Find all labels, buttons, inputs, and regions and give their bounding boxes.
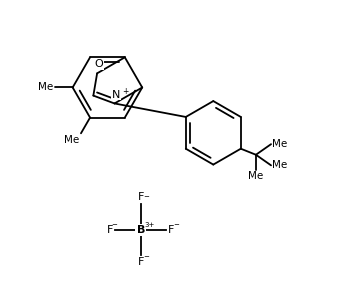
Text: Me: Me: [38, 83, 53, 92]
Text: Me: Me: [248, 171, 263, 181]
Text: −: −: [174, 222, 179, 228]
Text: +: +: [122, 87, 128, 96]
Text: −: −: [111, 222, 116, 228]
Text: B: B: [137, 225, 145, 235]
Text: F: F: [168, 225, 175, 235]
Text: Me: Me: [272, 139, 287, 149]
Text: Me: Me: [272, 160, 287, 170]
Text: N: N: [112, 90, 120, 100]
Text: F: F: [107, 225, 113, 235]
Text: −: −: [143, 254, 149, 260]
Text: O: O: [94, 59, 103, 69]
Text: −: −: [143, 194, 149, 200]
Text: F: F: [137, 257, 144, 267]
Text: F: F: [137, 192, 144, 202]
Text: 3+: 3+: [144, 222, 155, 228]
Text: Me: Me: [64, 135, 79, 145]
